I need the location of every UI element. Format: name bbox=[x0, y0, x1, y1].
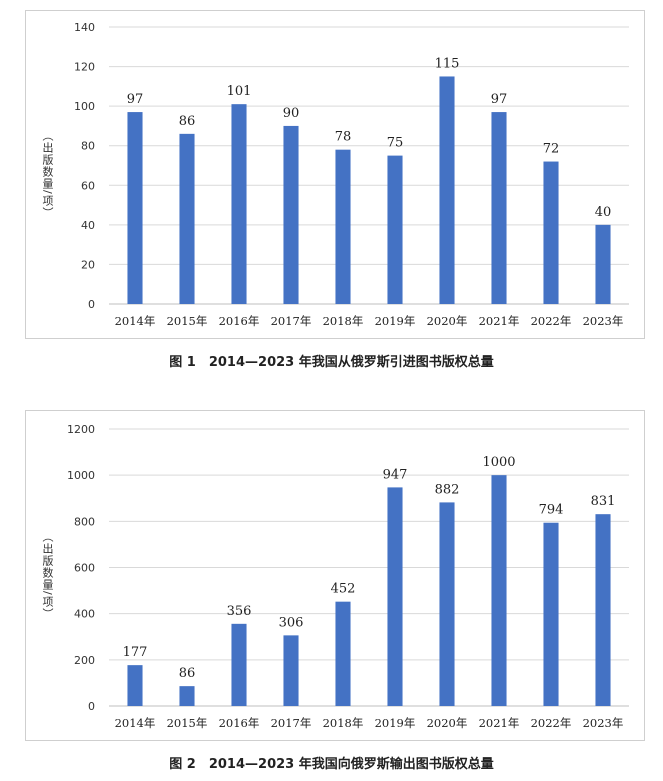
y-tick-label: 200 bbox=[74, 654, 95, 667]
data-label: 1000 bbox=[482, 455, 515, 470]
y-tick-label: 40 bbox=[81, 219, 95, 232]
x-tick-label: 2023年 bbox=[583, 716, 624, 730]
data-label: 115 bbox=[435, 56, 460, 71]
y-tick-label: 60 bbox=[81, 179, 95, 192]
x-tick-label: 2019年 bbox=[375, 314, 416, 328]
x-tick-label: 2018年 bbox=[323, 716, 364, 730]
bar-chart-1: 0 20 40 60 80 100 120 140 97 2014年 86 2015年 101 2016年… bbox=[74, 21, 629, 328]
data-label: 356 bbox=[227, 604, 252, 619]
x-tick-label: 2015年 bbox=[167, 314, 208, 328]
x-tick-label: 2022年 bbox=[531, 716, 572, 730]
x-tick-label: 2016年 bbox=[219, 314, 260, 328]
y-tick-label: 600 bbox=[74, 562, 95, 575]
y-axis-label: （出版数量/项） bbox=[41, 130, 54, 219]
bar bbox=[127, 665, 143, 706]
y-tick-label: 1200 bbox=[67, 423, 95, 436]
y-tick-label: 120 bbox=[74, 61, 95, 74]
y-tick-label: 800 bbox=[74, 515, 95, 528]
bar bbox=[595, 224, 611, 304]
x-tick-label: 2021年 bbox=[479, 716, 520, 730]
x-tick-label: 2022年 bbox=[531, 314, 572, 328]
data-label: 101 bbox=[227, 84, 252, 99]
bar bbox=[439, 502, 455, 706]
bar bbox=[387, 487, 403, 706]
bar bbox=[179, 686, 195, 706]
data-label: 75 bbox=[387, 136, 404, 151]
bar bbox=[595, 514, 611, 706]
bar bbox=[335, 149, 351, 304]
x-tick-label: 2020年 bbox=[427, 716, 468, 730]
chart-panel-1: （出版数量/项） 0 20 40 60 80 100 120 140 97 2014年 86 2015… bbox=[25, 10, 645, 339]
bar bbox=[543, 522, 559, 706]
data-label: 97 bbox=[491, 92, 508, 107]
x-tick-label: 2018年 bbox=[323, 314, 364, 328]
y-tick-label: 80 bbox=[81, 140, 95, 153]
data-label: 177 bbox=[123, 645, 148, 660]
bar bbox=[543, 161, 559, 304]
data-label: 882 bbox=[435, 482, 460, 497]
bar bbox=[231, 623, 247, 706]
y-tick-label: 140 bbox=[74, 21, 95, 34]
data-label: 306 bbox=[279, 615, 304, 630]
data-label: 90 bbox=[283, 106, 300, 121]
x-tick-label: 2015年 bbox=[167, 716, 208, 730]
y-tick-label: 0 bbox=[88, 298, 95, 311]
data-label: 78 bbox=[335, 130, 352, 145]
x-tick-label: 2016年 bbox=[219, 716, 260, 730]
data-label: 947 bbox=[383, 467, 408, 482]
bar bbox=[439, 76, 455, 304]
data-label: 40 bbox=[595, 205, 612, 220]
x-tick-label: 2014年 bbox=[115, 716, 156, 730]
data-label: 794 bbox=[539, 503, 564, 518]
y-tick-label: 100 bbox=[74, 100, 95, 113]
data-label: 452 bbox=[331, 582, 356, 597]
figure-caption-1: 图 1 2014—2023 年我国从俄罗斯引进图书版权总量 bbox=[169, 355, 494, 370]
bar bbox=[491, 112, 507, 304]
data-label: 86 bbox=[179, 114, 196, 129]
data-label: 86 bbox=[179, 666, 196, 681]
bar bbox=[283, 635, 299, 706]
chart-panel-2: （出版数量/项） 0 200 400 600 800 1000 1200 177 2014年 86… bbox=[25, 410, 645, 741]
bar bbox=[231, 104, 247, 305]
y-tick-label: 1000 bbox=[67, 469, 95, 482]
data-label: 72 bbox=[543, 142, 560, 157]
bar bbox=[491, 475, 507, 706]
bar bbox=[179, 133, 195, 304]
x-tick-label: 2017年 bbox=[271, 314, 312, 328]
y-axis-label: （出版数量/项） bbox=[41, 531, 54, 620]
x-tick-label: 2023年 bbox=[583, 314, 624, 328]
y-tick-label: 0 bbox=[88, 700, 95, 713]
bar bbox=[127, 112, 143, 304]
y-tick-label: 400 bbox=[74, 608, 95, 621]
bar-chart-2: 0 200 400 600 800 1000 1200 177 2014年 86 2015年 356 2… bbox=[67, 423, 629, 730]
y-tick-label: 20 bbox=[81, 258, 95, 271]
data-label: 831 bbox=[591, 494, 616, 509]
bar bbox=[283, 125, 299, 304]
x-tick-label: 2019年 bbox=[375, 716, 416, 730]
x-tick-label: 2020年 bbox=[427, 314, 468, 328]
data-label: 97 bbox=[127, 92, 144, 107]
bar bbox=[387, 155, 403, 304]
bar bbox=[335, 601, 351, 706]
figure-caption-2: 图 2 2014—2023 年我国向俄罗斯输出图书版权总量 bbox=[169, 757, 494, 772]
x-tick-label: 2017年 bbox=[271, 716, 312, 730]
x-tick-label: 2021年 bbox=[479, 314, 520, 328]
x-tick-label: 2014年 bbox=[115, 314, 156, 328]
